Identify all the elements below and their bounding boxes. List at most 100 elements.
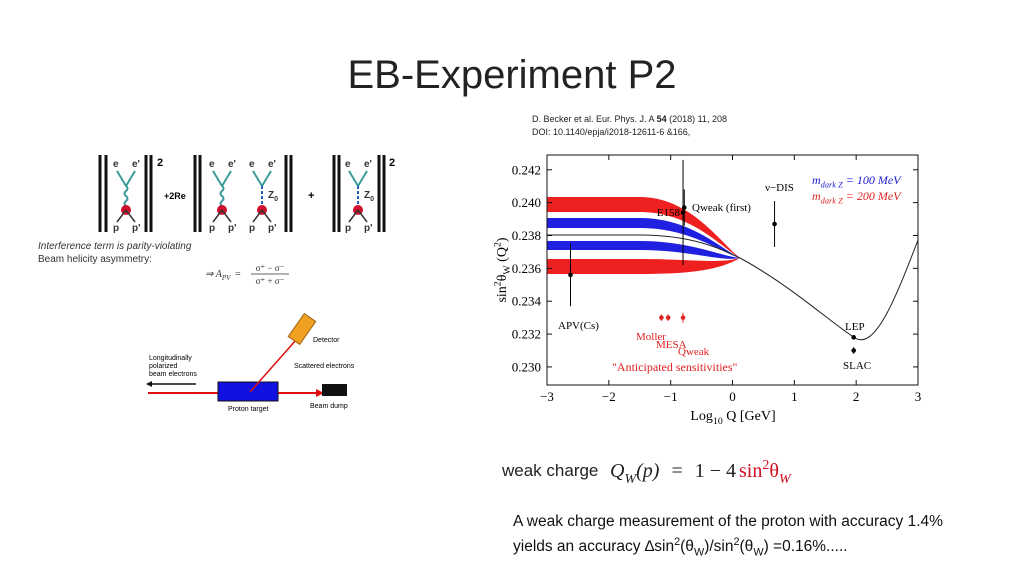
proton-line [252, 209, 263, 223]
asymmetry-numerator: σ⁺ − σ⁻ [256, 263, 285, 273]
standard-model-curve [547, 234, 919, 341]
x-tick-label: 2 [853, 389, 860, 404]
citation-doi: DOI: 10.1140/epja/i2018-12611-6 &166, [532, 127, 690, 137]
proton-line [261, 209, 272, 223]
particle-label: e' [364, 159, 372, 170]
footer-text-part: ) =0.16%..... [764, 538, 848, 555]
y-tick-label: 0.242 [512, 162, 541, 177]
formula: QW(p) = 1 − 4 sin2θW [610, 458, 792, 487]
y-tick-label: 0.230 [512, 359, 541, 374]
asymmetry-part: ⇒ A [205, 269, 223, 280]
formula-sub: W [779, 472, 792, 487]
lepton-line [357, 170, 368, 187]
formula-part: (p) [636, 460, 660, 482]
target-label: Proton target [228, 406, 269, 413]
formula-part: = [671, 460, 682, 482]
power: 2 [389, 157, 395, 169]
footer-text: yields an accuracy ∆sin2(θW)/sin2(θW) =0… [513, 536, 848, 559]
formula-part: θ [769, 460, 779, 482]
data-point [772, 221, 777, 227]
lepton-line [221, 170, 232, 187]
particle-label: p [113, 223, 119, 234]
point-label: Moller [636, 331, 666, 343]
lepton-line [261, 170, 272, 187]
y-axis-label-sub: W [502, 265, 513, 275]
proton-line [116, 209, 127, 223]
point-label: Qweak [678, 346, 710, 358]
y-tick-label: 0.240 [512, 195, 541, 210]
particle-label: p [209, 223, 215, 234]
formula-part: 1 − 4 [695, 460, 736, 482]
point-label: Qweak (first) [692, 202, 751, 214]
legend-entry-part: m [812, 173, 821, 187]
citation-text: D. Becker et al. Eur. Phys. J. A [532, 114, 657, 124]
x-tick-label: −1 [664, 389, 678, 404]
y-axis-label-part: (Q [495, 247, 510, 265]
scattered-label: Scattered electrons [294, 363, 355, 370]
particle-label: p' [132, 223, 141, 234]
lepton-line [125, 170, 136, 187]
asymmetry-part: = [234, 269, 241, 280]
x-tick-label: −2 [602, 389, 616, 404]
data-point [680, 315, 686, 320]
boson-label-part: Z [268, 190, 274, 201]
asymmetry: ⇒ APV = [205, 269, 241, 282]
note: Interference term is parity-violating [38, 241, 192, 252]
proton-target [217, 381, 279, 402]
particle-label: e [113, 159, 119, 170]
footer-text-part: )/sin [704, 538, 733, 555]
arrow-head [316, 389, 324, 397]
data-point [851, 335, 856, 340]
x-tick-label: 1 [791, 389, 798, 404]
citation-volume: 54 [657, 114, 667, 124]
band-100 [547, 241, 740, 259]
data-point [659, 315, 664, 320]
particle-label: p [345, 223, 351, 234]
point-label: MESA [656, 339, 687, 351]
photon [219, 185, 225, 207]
formula-part: sin [739, 460, 762, 482]
photon [123, 185, 129, 207]
beam-label: Longitudinally [149, 355, 192, 362]
lepton-line [252, 170, 263, 187]
footer-text-sub: W [694, 547, 705, 559]
brackets [98, 155, 386, 232]
y-axis-label-part: sin [495, 286, 510, 302]
operator: +2Re [164, 191, 186, 201]
proton-line [212, 209, 223, 223]
band-200 [547, 197, 740, 258]
boson-label-sub: 0 [274, 196, 278, 203]
lepton-line [212, 170, 223, 187]
band-100 [547, 218, 740, 258]
particle-label: e' [132, 159, 140, 170]
boson-label-part: Z [364, 190, 370, 201]
point-label: ν−DIS [765, 182, 794, 194]
citation-text: (2018) 11, 208 [667, 114, 727, 124]
footer-text-part: (θ [680, 538, 694, 555]
particle-label: p [249, 223, 255, 234]
legend-entry-part: m [812, 189, 821, 203]
formula-part: Q [610, 460, 625, 482]
boson-label: Z0 [364, 190, 374, 203]
y-axis-label-part: ) [495, 237, 510, 242]
legend-entry-sub: dark Z [821, 197, 843, 206]
asymmetry-denominator: σ⁺ + σ⁻ [256, 276, 285, 286]
power: 2 [157, 157, 163, 169]
beam-dump [322, 384, 347, 396]
beam-label: polarized [149, 363, 178, 370]
point-label: E158 [657, 207, 681, 219]
formula-sup: 2 [762, 458, 769, 473]
particle-label: e [249, 159, 255, 170]
data-point [681, 205, 687, 210]
y-axis-label-part: θ [495, 274, 510, 281]
legend-entry: mdark Z = 200 MeV [812, 189, 902, 206]
particle-label: p' [228, 223, 237, 234]
particle-label: e [345, 159, 351, 170]
legend-entry-sub: dark Z [821, 181, 843, 190]
y-tick-label: 0.234 [512, 294, 542, 309]
annotation: "Anticipated sensitivities" [612, 360, 738, 374]
formula-label: weak charge [501, 461, 598, 480]
particle-label: p' [364, 223, 373, 234]
